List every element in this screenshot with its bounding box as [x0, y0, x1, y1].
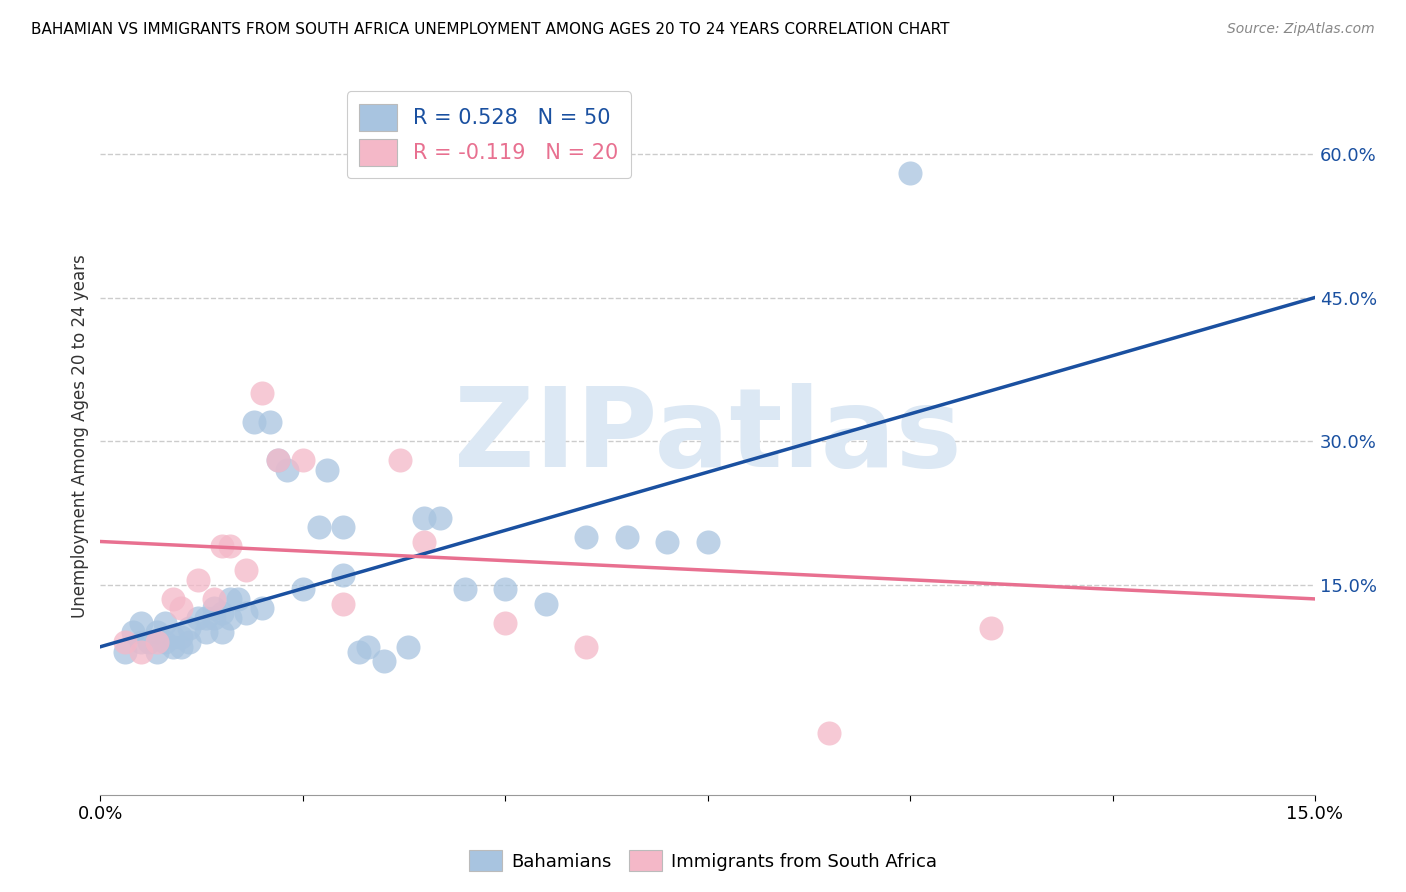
Point — [114, 635, 136, 649]
Point — [153, 615, 176, 630]
Point — [129, 635, 152, 649]
Point — [332, 568, 354, 582]
Point — [356, 640, 378, 654]
Point — [202, 611, 225, 625]
Point — [276, 463, 298, 477]
Point — [138, 635, 160, 649]
Point — [252, 601, 274, 615]
Point — [194, 611, 217, 625]
Legend: R = 0.528   N = 50, R = -0.119   N = 20: R = 0.528 N = 50, R = -0.119 N = 20 — [347, 92, 631, 178]
Point — [429, 510, 451, 524]
Point — [186, 611, 208, 625]
Point — [267, 453, 290, 467]
Point — [494, 582, 516, 597]
Point — [235, 607, 257, 621]
Point — [575, 640, 598, 654]
Point — [202, 591, 225, 606]
Point — [146, 635, 169, 649]
Text: BAHAMIAN VS IMMIGRANTS FROM SOUTH AFRICA UNEMPLOYMENT AMONG AGES 20 TO 24 YEARS : BAHAMIAN VS IMMIGRANTS FROM SOUTH AFRICA… — [31, 22, 949, 37]
Point — [146, 625, 169, 640]
Point — [235, 563, 257, 577]
Point — [170, 601, 193, 615]
Point — [121, 625, 143, 640]
Point — [162, 630, 184, 644]
Point — [219, 591, 242, 606]
Point — [291, 453, 314, 467]
Point — [454, 582, 477, 597]
Point — [898, 166, 921, 180]
Point — [226, 591, 249, 606]
Point — [818, 726, 841, 740]
Text: Source: ZipAtlas.com: Source: ZipAtlas.com — [1227, 22, 1375, 37]
Point — [388, 453, 411, 467]
Point — [494, 615, 516, 630]
Point — [153, 635, 176, 649]
Point — [194, 625, 217, 640]
Point — [696, 534, 718, 549]
Y-axis label: Unemployment Among Ages 20 to 24 years: Unemployment Among Ages 20 to 24 years — [72, 254, 89, 618]
Point — [349, 644, 371, 658]
Point — [657, 534, 679, 549]
Point — [616, 530, 638, 544]
Point — [252, 386, 274, 401]
Point — [316, 463, 339, 477]
Point — [211, 607, 233, 621]
Point — [980, 621, 1002, 635]
Point — [413, 510, 436, 524]
Point — [170, 630, 193, 644]
Point — [162, 640, 184, 654]
Point — [162, 591, 184, 606]
Point — [129, 615, 152, 630]
Point — [308, 520, 330, 534]
Point — [259, 415, 281, 429]
Point — [534, 597, 557, 611]
Point — [114, 644, 136, 658]
Point — [211, 625, 233, 640]
Point — [332, 520, 354, 534]
Point — [146, 644, 169, 658]
Point — [186, 573, 208, 587]
Point — [219, 611, 242, 625]
Point — [332, 597, 354, 611]
Point — [575, 530, 598, 544]
Point — [243, 415, 266, 429]
Legend: Bahamians, Immigrants from South Africa: Bahamians, Immigrants from South Africa — [463, 843, 943, 879]
Point — [219, 539, 242, 553]
Point — [129, 644, 152, 658]
Point — [211, 539, 233, 553]
Point — [202, 601, 225, 615]
Point — [170, 640, 193, 654]
Point — [413, 534, 436, 549]
Point — [267, 453, 290, 467]
Point — [179, 621, 201, 635]
Text: ZIPatlas: ZIPatlas — [454, 383, 962, 490]
Point — [373, 654, 395, 668]
Point — [179, 635, 201, 649]
Point — [291, 582, 314, 597]
Point — [396, 640, 419, 654]
